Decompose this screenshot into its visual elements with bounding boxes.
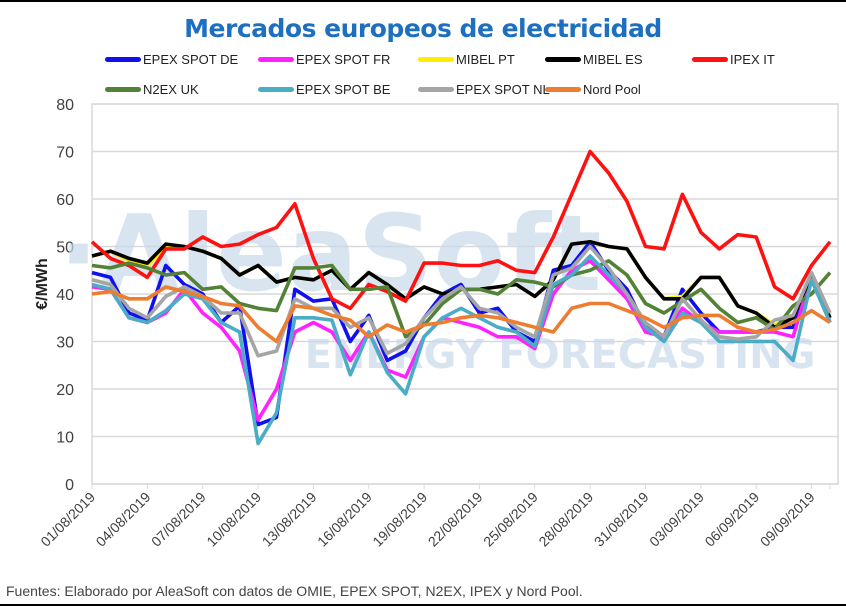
x-tick-label: 25/08/2019 — [480, 489, 541, 550]
legend-item: EPEX SPOT DE — [105, 52, 238, 67]
x-tick-label: 22/08/2019 — [425, 489, 486, 550]
x-tick-label: 10/08/2019 — [203, 489, 264, 550]
legend-swatch — [692, 57, 728, 62]
series-line-nord-pool — [91, 285, 831, 344]
legend-item: IPEX IT — [692, 52, 775, 67]
legend-swatch — [258, 57, 294, 62]
y-tick-label: 70 — [56, 145, 74, 162]
x-tick-label: 09/09/2019 — [757, 489, 818, 550]
y-tick-label: 30 — [56, 335, 74, 352]
x-tick-label: 01/08/2019 — [37, 489, 98, 550]
y-tick-label: 50 — [56, 240, 74, 257]
y-tick-label: 20 — [56, 382, 74, 399]
x-tick-label: 28/08/2019 — [535, 489, 596, 550]
x-tick-label: 19/08/2019 — [369, 489, 430, 550]
legend-label: MIBEL PT — [456, 52, 515, 67]
series-line-epex-spot-nl — [91, 244, 832, 358]
legend-item: MIBEL PT — [418, 52, 515, 67]
legend-label: N2EX UK — [143, 82, 199, 97]
legend-item: EPEX SPOT BE — [258, 82, 390, 97]
legend-swatch — [545, 57, 581, 62]
legend-swatch — [105, 57, 141, 62]
x-tick-label: 13/08/2019 — [259, 489, 320, 550]
series-line-ipex-it — [90, 149, 832, 311]
x-tick-label: 03/09/2019 — [646, 489, 707, 550]
x-tick-label: 07/08/2019 — [148, 489, 209, 550]
legend-swatch — [258, 87, 294, 92]
source-footnote: Fuentes: Elaborado por AleaSoft con dato… — [6, 583, 583, 599]
chart-title: Mercados europeos de electricidad — [184, 14, 662, 43]
legend-swatch — [418, 87, 454, 92]
legend-item: EPEX SPOT NL — [418, 82, 550, 97]
x-tick-label: 16/08/2019 — [314, 489, 375, 550]
x-tick-label: 04/08/2019 — [93, 489, 154, 550]
legend-item: N2EX UK — [105, 82, 199, 97]
legend-label: IPEX IT — [730, 52, 775, 67]
legend-label: EPEX SPOT FR — [296, 52, 391, 67]
y-tick-label: 0 — [65, 477, 74, 494]
legend-label: EPEX SPOT NL — [456, 82, 550, 97]
y-tick-label: 80 — [56, 97, 74, 114]
legend-label: EPEX SPOT DE — [143, 52, 239, 67]
x-tick-label: 06/09/2019 — [701, 489, 762, 550]
legend-swatch — [105, 87, 141, 92]
y-tick-label: 10 — [56, 430, 74, 447]
legend-label: EPEX SPOT BE — [296, 82, 391, 97]
legend-item: MIBEL ES — [545, 52, 642, 67]
y-axis-label: €/MWh — [34, 258, 51, 310]
legend-swatch — [545, 87, 581, 92]
legend-item: EPEX SPOT FR — [258, 52, 390, 67]
legend-swatch — [418, 57, 454, 62]
legend-label: Nord Pool — [583, 82, 641, 97]
legend-label: MIBEL ES — [583, 52, 643, 67]
y-tick-label: 60 — [56, 192, 74, 209]
y-tick-label: 40 — [56, 287, 74, 304]
legend-item: Nord Pool — [545, 82, 641, 97]
x-tick-label: 31/08/2019 — [591, 489, 652, 550]
series-line-epex-spot-be — [91, 254, 832, 446]
